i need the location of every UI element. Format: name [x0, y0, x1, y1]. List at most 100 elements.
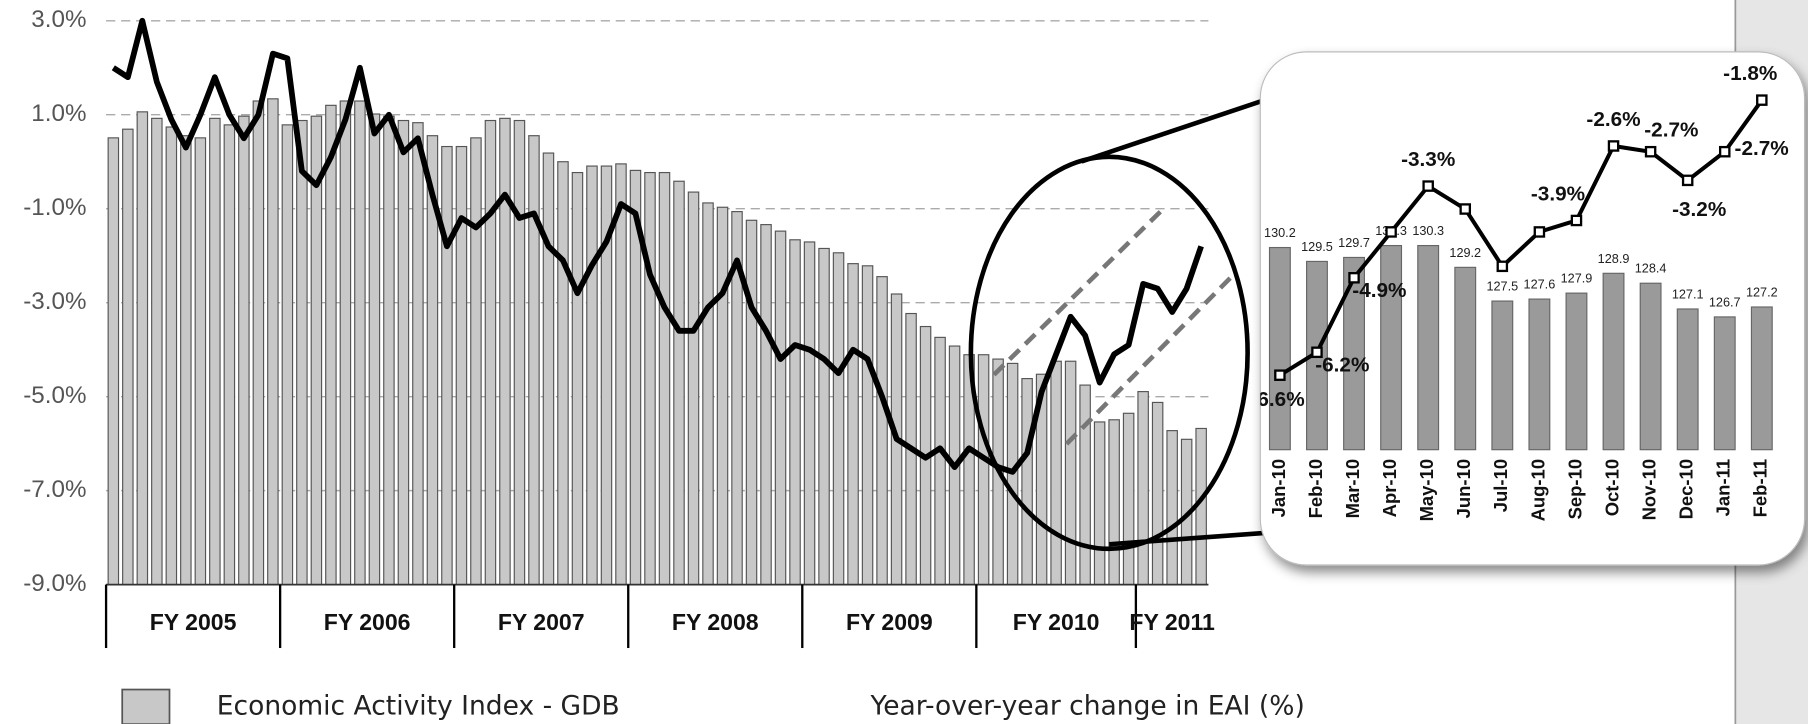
line-value-label: -6.6%	[1250, 388, 1304, 411]
bar	[1639, 282, 1662, 451]
bar	[1151, 401, 1164, 586]
bar	[760, 224, 772, 586]
bar-value-label: 127.6	[1524, 278, 1556, 292]
bar	[1050, 360, 1062, 586]
bar	[1122, 412, 1135, 586]
y-tick-label: -9.0%	[23, 570, 86, 597]
bar	[194, 137, 207, 586]
bar	[716, 206, 729, 586]
line-value-label: -3.9%	[1531, 183, 1585, 206]
x-tick-label: Feb-10	[1305, 459, 1326, 518]
bar	[1021, 378, 1033, 586]
bar	[1676, 308, 1699, 451]
bar	[1137, 391, 1149, 586]
x-tick-label: Feb-11	[1750, 459, 1771, 517]
line-value-label: -2.7%	[1644, 118, 1698, 141]
bar	[238, 115, 250, 586]
bar	[1528, 298, 1551, 451]
y-tick-label: -3.0%	[23, 288, 86, 315]
zoom-ellipse	[968, 154, 1250, 552]
bar	[383, 115, 395, 586]
bar	[325, 104, 337, 586]
bar-value-label: 130.3	[1412, 224, 1444, 238]
group-label: FY 2008	[672, 609, 759, 635]
bar	[209, 117, 221, 586]
group-label: FY 2011	[1129, 609, 1215, 635]
bar	[542, 152, 555, 586]
line-marker	[1607, 140, 1620, 152]
line-marker	[1385, 226, 1397, 238]
line-marker	[1422, 180, 1434, 192]
bar-value-label: 126.7	[1709, 295, 1741, 309]
bar	[702, 202, 714, 586]
zoom-decoration	[968, 95, 1272, 552]
bar	[571, 171, 584, 586]
data-line	[111, 17, 1204, 475]
bar	[1491, 300, 1514, 451]
group-label: FY 2009	[846, 609, 933, 635]
trend-line	[1064, 275, 1234, 446]
group-label: FY 2005	[150, 609, 237, 635]
line-marker	[1496, 260, 1509, 273]
bar	[339, 100, 352, 586]
group-label: FY 2006	[324, 609, 411, 635]
bar-value-label: 127.1	[1672, 287, 1704, 301]
bar	[745, 219, 758, 586]
bar	[1380, 244, 1403, 451]
bar	[774, 230, 787, 586]
bar-value-label: 129.5	[1301, 240, 1333, 254]
bar-value-label: 129.7	[1338, 236, 1370, 250]
line-value-label: -4.9%	[1352, 279, 1406, 302]
bar-value-label: 128.9	[1598, 252, 1630, 266]
bar-value-label: 129.2	[1449, 246, 1481, 260]
x-tick-label: May-10	[1416, 459, 1437, 522]
bar	[687, 191, 700, 586]
data-line	[1278, 98, 1764, 377]
bar	[1565, 292, 1588, 451]
bar	[803, 241, 816, 586]
legend-label: Year-over-year change in EAI (%)	[870, 690, 1305, 721]
bar	[151, 117, 163, 586]
group-label: FY 2007	[498, 609, 585, 635]
bar	[934, 336, 946, 586]
bar	[296, 119, 308, 586]
x-tick-label: Nov-10	[1638, 459, 1659, 520]
line-value-label: -2.6%	[1586, 108, 1640, 131]
bar	[673, 180, 685, 586]
bar	[180, 135, 192, 586]
bar-value-label: 127.2	[1746, 286, 1778, 300]
main-chart: 3.0% 1.0% -1.0% -3.0% -5.0% -7.0% -9.0% FY 2005…	[23, 6, 1305, 724]
y-tick-label: -7.0%	[23, 476, 86, 503]
legend-label: Economic Activity Index - GDB	[217, 690, 620, 721]
y-tick-label: 3.0%	[31, 6, 86, 33]
bar	[136, 111, 149, 586]
x-tick-label: Oct-10	[1601, 459, 1622, 516]
line-marker	[1681, 174, 1694, 187]
x-tick-label: Sep-10	[1564, 459, 1585, 519]
zoom-connector	[1109, 530, 1269, 547]
bar-value-label: 130.2	[1264, 226, 1296, 240]
line-marker	[1570, 214, 1583, 227]
bar-value-label: 127.5	[1486, 280, 1518, 294]
line-value-label: -3.2%	[1672, 198, 1726, 221]
bar	[441, 145, 453, 586]
bar	[223, 124, 236, 586]
bar	[1093, 421, 1106, 586]
bar	[1079, 384, 1091, 586]
bar	[977, 354, 990, 586]
bar	[470, 137, 482, 586]
bar	[412, 122, 424, 586]
bar	[1417, 244, 1440, 451]
bar-value-label: 127.9	[1561, 272, 1593, 286]
bar	[1713, 316, 1736, 451]
line-marker	[1348, 272, 1360, 284]
legend-swatch	[121, 688, 171, 724]
y-tick-label: -1.0%	[23, 194, 86, 221]
bar	[847, 263, 859, 586]
bar	[1166, 430, 1178, 586]
line-marker	[1756, 94, 1768, 106]
line-value-label: -6.2%	[1315, 354, 1369, 377]
bar	[789, 239, 801, 586]
